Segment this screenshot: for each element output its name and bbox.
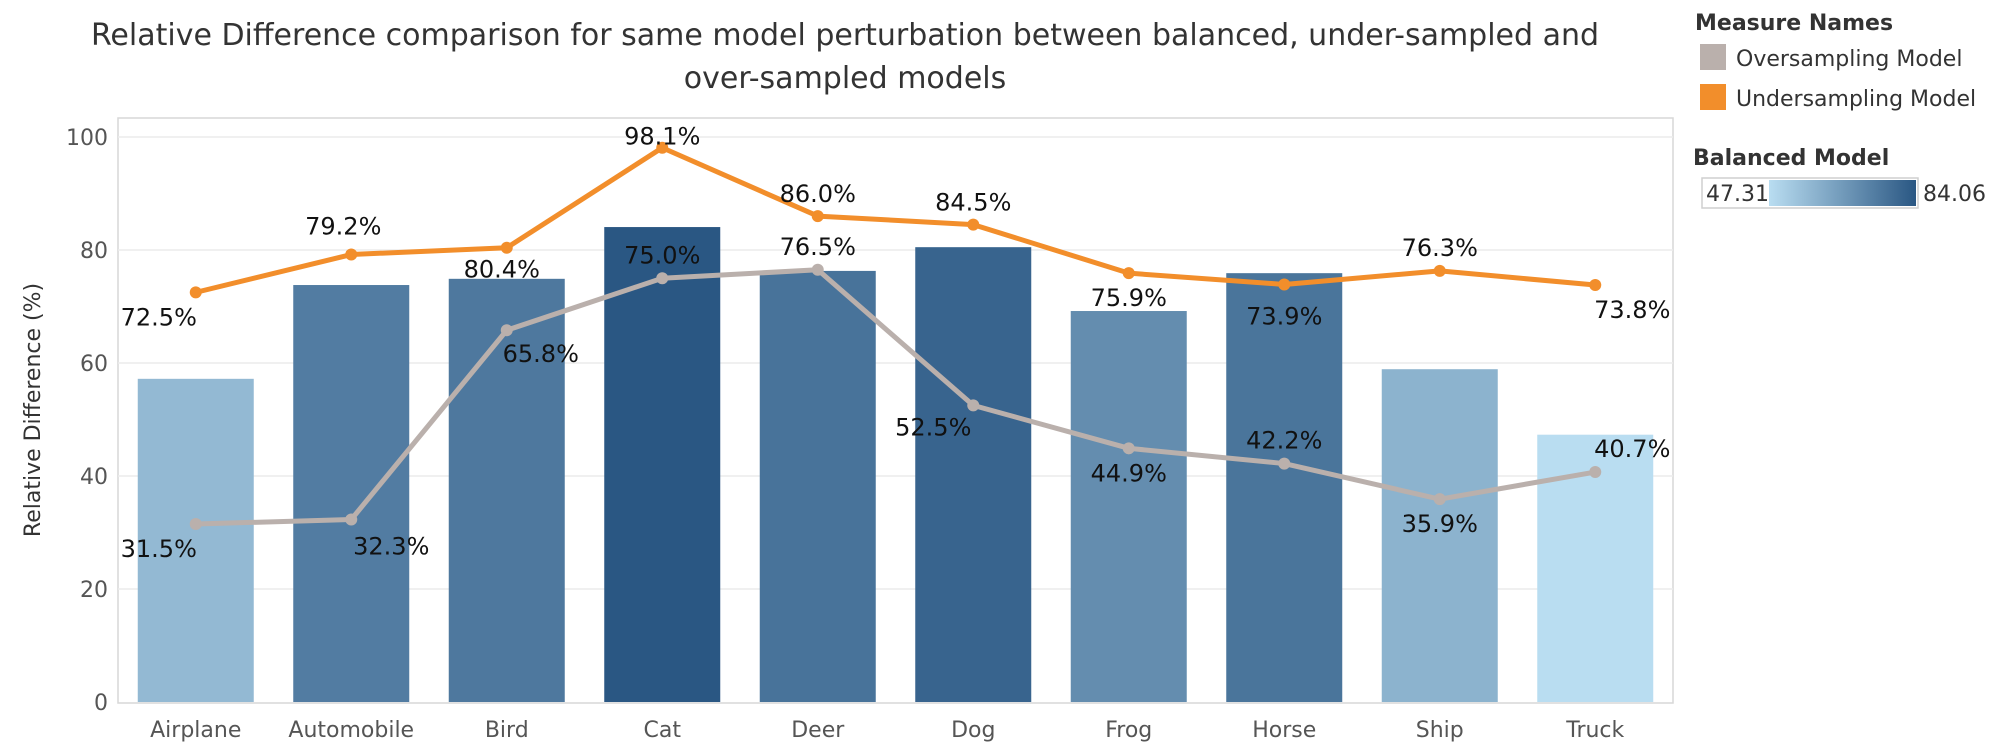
legend-title-measure-names: Measure Names	[1695, 11, 1893, 36]
series-point	[656, 141, 669, 154]
y-tick-label: 20	[80, 578, 108, 603]
y-tick-label: 80	[80, 239, 108, 264]
data-label: 65.8%	[503, 340, 579, 368]
series-point	[1589, 279, 1602, 292]
series-point	[345, 248, 358, 261]
chart-title-line-2: over-sampled models	[684, 61, 1007, 96]
series-line	[195, 145, 1596, 295]
plot-frame	[117, 117, 1674, 704]
y-axis-ticks: 0 20 40 60 80 100	[66, 126, 108, 716]
series-point	[1122, 267, 1135, 280]
x-tick-label: Dog	[951, 718, 995, 743]
bar	[759, 270, 876, 702]
legend-item-oversampling[interactable]: Oversampling Model	[1700, 44, 1962, 72]
x-tick-label: Frog	[1105, 718, 1152, 743]
series-line	[195, 267, 1596, 527]
series-point	[500, 241, 513, 254]
data-label: 35.9%	[1402, 510, 1478, 538]
legend-title-balanced-model: Balanced Model	[1693, 146, 1889, 171]
x-tick-label: Ship	[1416, 718, 1464, 743]
series-point	[500, 324, 513, 337]
bar	[293, 285, 410, 702]
series-point	[189, 286, 202, 299]
series-point	[1433, 264, 1446, 277]
data-label: 75.0%	[624, 241, 700, 269]
bars	[137, 227, 1654, 703]
x-tick-label: Cat	[644, 718, 682, 743]
x-tick-label: Automobile	[288, 718, 414, 743]
data-label: 86.0%	[780, 180, 856, 208]
data-label: 76.5%	[780, 233, 856, 261]
data-label: 75.9%	[1091, 284, 1167, 312]
series-point	[345, 513, 358, 526]
data-label: 76.3%	[1402, 234, 1478, 262]
data-label: 98.1%	[624, 123, 700, 151]
data-labels: 72.5% 79.2% 80.4% 98.1% 86.0% 84.5% 75.9% 73.9%…	[121, 123, 1671, 563]
data-label: 80.4%	[464, 256, 540, 284]
series-point	[1433, 493, 1446, 506]
series-point	[656, 272, 669, 285]
series-point	[967, 399, 980, 412]
y-tick-label: 60	[80, 352, 108, 377]
data-label: 31.5%	[121, 535, 197, 563]
x-tick-label: Truck	[1565, 718, 1624, 743]
legend-swatch-undersampling	[1700, 84, 1726, 110]
color-legend-min: 47.31	[1706, 182, 1769, 207]
color-legend-frame	[1701, 177, 1919, 209]
bar	[1226, 273, 1343, 702]
x-tick-label: Deer	[791, 718, 845, 743]
series-point	[1122, 442, 1135, 455]
bar	[448, 278, 565, 702]
bar	[1381, 369, 1498, 702]
data-label: 79.2%	[305, 213, 381, 241]
x-tick-label: Horse	[1252, 718, 1316, 743]
legend-item-undersampling[interactable]: Undersampling Model	[1700, 84, 1976, 112]
y-tick-label: 0	[94, 691, 108, 716]
data-label: 44.9%	[1091, 459, 1167, 487]
x-axis-ticks: Airplane Automobile Bird Cat Deer Dog Frog Hors…	[150, 718, 1624, 743]
data-label: 84.5%	[935, 189, 1011, 217]
series-point	[811, 263, 824, 276]
series-point	[1278, 278, 1291, 291]
color-legend-gradient	[1769, 180, 1916, 206]
series-point	[967, 218, 980, 231]
series-point	[1278, 457, 1291, 470]
data-label: 73.9%	[1246, 302, 1322, 330]
bar	[604, 227, 721, 702]
bar	[915, 247, 1032, 703]
y-tick-label: 40	[80, 465, 108, 490]
series-point	[189, 518, 202, 531]
data-label: 52.5%	[895, 413, 971, 441]
lines	[189, 141, 1602, 531]
legend-label-undersampling: Undersampling Model	[1736, 87, 1976, 112]
series-point	[811, 210, 824, 223]
y-axis-title: Relative Difference (%)	[21, 283, 46, 537]
data-label: 42.2%	[1246, 427, 1322, 455]
x-tick-label: Bird	[485, 718, 529, 743]
legend: Measure Names Oversampling Model Undersa…	[1693, 11, 1986, 209]
data-label: 73.8%	[1594, 296, 1670, 324]
series-point	[1589, 466, 1602, 479]
data-label: 32.3%	[353, 533, 429, 561]
x-tick-label: Airplane	[150, 718, 241, 743]
chart-title-line-1: Relative Difference comparison for same …	[91, 18, 1599, 53]
color-legend-max: 84.06	[1923, 182, 1986, 207]
bar	[1070, 311, 1187, 702]
y-tick-label: 100	[66, 126, 108, 151]
legend-label-oversampling: Oversampling Model	[1736, 47, 1962, 72]
legend-swatch-oversampling	[1700, 44, 1726, 70]
data-label: 72.5%	[121, 303, 197, 331]
data-label: 40.7%	[1594, 435, 1670, 463]
bar	[137, 378, 254, 702]
